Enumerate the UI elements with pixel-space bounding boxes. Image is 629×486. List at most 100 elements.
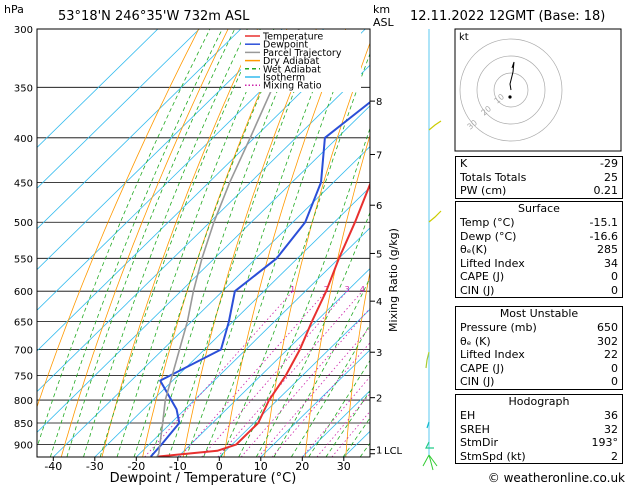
km-tick-label: 6	[376, 201, 382, 212]
index-row: K -29	[460, 157, 618, 170]
km-tick-label: 8	[376, 97, 382, 108]
most-unstable-row: CAPE (J) 0	[460, 361, 618, 375]
pressure-tick-label: 400	[14, 134, 33, 145]
km-unit: km	[373, 3, 390, 16]
x-axis-label: Dewpoint / Temperature (°C)	[110, 471, 297, 486]
wet-adiabat-line	[116, 29, 275, 457]
isotherm-line	[177, 268, 370, 457]
date-title: 12.11.2022 12GMT (Base: 18)	[410, 9, 605, 24]
x-tick-label: -40	[44, 460, 62, 473]
km-tick-label: 4	[376, 297, 382, 308]
wet-adiabat-line	[133, 29, 289, 457]
surface-title: Surface	[518, 202, 560, 215]
mixing-ratio-label: 1	[290, 285, 295, 294]
mixing-ratio-line	[258, 326, 370, 457]
pressure-tick-label: 650	[14, 317, 33, 328]
pressure-tick-label: 350	[14, 83, 33, 94]
hodograph-table-title: Hodograph	[508, 395, 570, 408]
x-tick-label: 10	[254, 460, 268, 473]
pressure-tick-label: 900	[14, 441, 33, 452]
isotherm-line	[94, 186, 370, 457]
dry-adiabat-line	[142, 29, 288, 457]
surface-row: Lifted Index 34	[460, 256, 618, 270]
wet-adiabat-line	[238, 127, 370, 457]
legend-entry: Wet Adiabat	[263, 64, 321, 75]
isotherm-line	[37, 29, 325, 311]
pressure-tick-label: 600	[14, 287, 33, 298]
wet-adiabat-line	[203, 29, 358, 457]
hodograph-unit: kt	[459, 32, 469, 43]
most-unstable-row: θₑ (K) 302	[460, 334, 618, 348]
legend-entry: Dewpoint	[263, 40, 308, 51]
x-tick-label: -30	[86, 460, 104, 473]
legend-entry: Parcel Trajectory	[263, 48, 342, 59]
wind-barbs	[422, 29, 442, 471]
pressure-unit: hPa	[4, 3, 24, 16]
surface-row: CAPE (J) 0	[460, 270, 618, 283]
series-line-dewpoint	[150, 100, 370, 457]
wind-barb	[425, 441, 434, 449]
index-row: Totals Totals 25	[460, 170, 618, 184]
pressure-tick-label: 850	[14, 419, 33, 430]
isotherm-line	[53, 145, 370, 457]
wet-adiabat-line	[66, 29, 236, 457]
wind-barb	[428, 210, 442, 223]
series-line-parcel-trajectory	[156, 29, 300, 457]
km-tick-label: 7	[376, 150, 382, 161]
indices-table: K -29 Totals Totals 25 PW (cm) 0.21	[455, 156, 623, 199]
dry-adiabat-line	[345, 270, 370, 457]
pressure-tick-label: 300	[14, 25, 33, 36]
mixing-ratio-label: 4	[360, 285, 365, 294]
pressure-tick-label: 550	[14, 254, 33, 265]
pressure-tick-label: 800	[14, 396, 33, 407]
wet-adiabat-line	[168, 29, 320, 457]
hodograph-row: EH 36	[460, 409, 618, 422]
wind-barb	[428, 120, 442, 131]
wet-adiabat-line	[37, 29, 211, 449]
credit: © weatheronline.co.uk	[488, 471, 625, 485]
hodograph-table: Hodograph EH 36 SREH 32 StmDir 193° StmSpd …	[455, 394, 623, 464]
wet-adiabat-line	[99, 29, 261, 457]
wind-barb	[422, 454, 438, 471]
mixing-ratio-label: 3	[345, 285, 350, 294]
legend-entry: Temperature	[262, 32, 323, 43]
legend-entry: Isotherm	[263, 73, 305, 84]
isotherm-line	[37, 29, 242, 230]
x-tick-label: 30	[337, 460, 351, 473]
dry-adiabat-line	[60, 29, 229, 457]
wet-adiabat-line	[273, 276, 370, 457]
storm-motion-marker	[508, 95, 512, 99]
wind-barb	[426, 421, 430, 429]
dry-adiabat-line	[223, 29, 347, 457]
surface-row: Dewp (°C) -16.6	[460, 229, 618, 243]
isotherm-line	[219, 308, 370, 457]
plot-frame	[36, 28, 371, 458]
dry-adiabat-line	[101, 29, 258, 457]
hodograph: kt 10 20 30	[454, 28, 622, 152]
surface-row: CIN (J) 0	[460, 283, 618, 297]
hodograph-row: StmSpd (kt) 2	[460, 449, 618, 463]
hodograph-trace	[509, 61, 515, 91]
pressure-tick-label: 500	[14, 218, 33, 229]
hodograph-row: StmDir 193°	[460, 436, 618, 449]
hodograph-row: SREH 32	[460, 422, 618, 436]
wet-adiabat-line	[185, 29, 338, 457]
dry-adiabat-line	[182, 29, 317, 457]
surface-row: θₑ(K) 285	[460, 243, 618, 256]
x-tick-label: 20	[295, 460, 309, 473]
mixing-ratio-axis-label: Mixing Ratio (g/kg)	[387, 228, 400, 332]
dry-adiabat-line	[264, 41, 370, 457]
km-tick-label: 2	[376, 394, 382, 405]
pressure-tick-label: 700	[14, 346, 33, 357]
isotherm-line	[37, 105, 370, 433]
wet-adiabat-line	[49, 29, 223, 457]
pressure-tick-label: 750	[14, 372, 33, 383]
most-unstable-table: Most Unstable Pressure (mb) 650 θₑ (K) 302…	[455, 306, 623, 390]
most-unstable-row: Pressure (mb) 650	[460, 321, 618, 334]
series-line-temperature	[157, 181, 370, 457]
km-tick-label: 5	[376, 249, 382, 260]
x-tick-label: 0	[216, 460, 223, 473]
wind-barb	[425, 351, 430, 369]
isotherm-line	[37, 64, 370, 393]
